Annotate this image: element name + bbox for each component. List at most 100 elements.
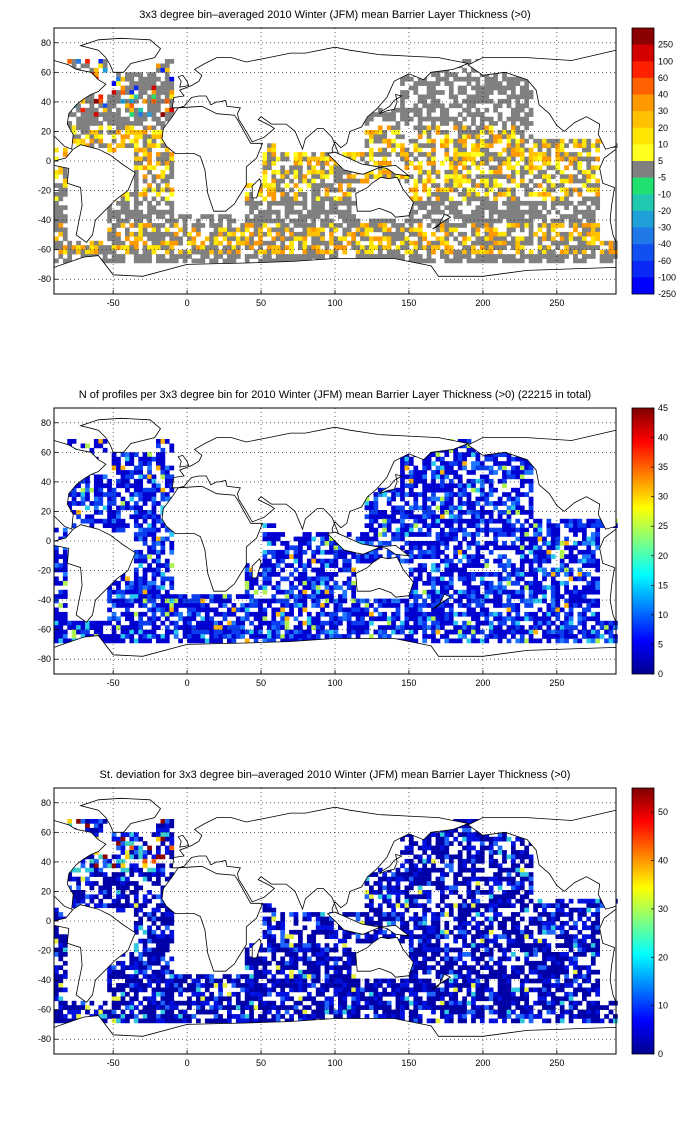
heatmap-cell — [448, 81, 454, 86]
heatmap-cell — [506, 452, 512, 458]
heatmap-cell — [395, 518, 401, 524]
heatmap-cell — [280, 231, 286, 237]
colorbar-segment — [632, 177, 654, 195]
heatmap-cell — [408, 629, 414, 635]
heatmap-cell — [306, 585, 312, 591]
heatmap-cell — [85, 98, 90, 104]
heatmap-cell — [413, 196, 419, 202]
heatmap-cell — [422, 478, 428, 484]
heatmap-cell — [417, 478, 423, 484]
heatmap-cell — [528, 134, 534, 140]
heatmap-cell — [142, 174, 148, 180]
heatmap-cell — [435, 518, 441, 524]
heatmap-cell — [404, 620, 410, 626]
heatmap-cell — [493, 138, 498, 144]
heatmap-cell — [169, 209, 175, 215]
heatmap-cell — [355, 227, 361, 233]
heatmap-cell — [519, 223, 525, 228]
heatmap-cell — [218, 227, 223, 233]
heatmap-cell — [58, 183, 64, 188]
heatmap-cell — [364, 554, 370, 560]
heatmap-cell — [93, 474, 99, 480]
heatmap-cell — [315, 549, 321, 555]
heatmap-cell — [400, 240, 405, 246]
heatmap-cell — [85, 116, 90, 122]
heatmap-cell — [546, 174, 552, 180]
heatmap-cell — [138, 165, 144, 171]
heatmap-cell — [231, 607, 237, 613]
heatmap-cell — [258, 620, 263, 626]
heatmap-cell — [129, 629, 135, 635]
heatmap-cell — [568, 231, 574, 237]
heatmap-cell — [533, 209, 538, 215]
heatmap-cell — [284, 598, 290, 604]
heatmap-cell — [448, 638, 454, 644]
heatmap-cell — [457, 598, 463, 604]
heatmap-cell — [382, 254, 388, 259]
heatmap-cell — [156, 231, 161, 237]
heatmap-cell — [289, 245, 294, 250]
heatmap-cell — [333, 629, 339, 635]
heatmap-cell — [196, 634, 201, 639]
heatmap-cell — [338, 214, 343, 219]
heatmap-cell — [440, 572, 445, 577]
heatmap-cell — [559, 156, 565, 162]
heatmap-cell — [293, 236, 299, 242]
heatmap-cell — [111, 231, 117, 237]
heatmap-cell — [564, 214, 569, 219]
heatmap-cell — [511, 174, 516, 180]
heatmap-cell — [426, 143, 432, 149]
heatmap-cell — [457, 474, 463, 480]
heatmap-cell — [453, 143, 459, 149]
heatmap-cell — [426, 196, 432, 202]
heatmap-cell — [440, 143, 445, 149]
heatmap-cell — [395, 223, 401, 228]
heatmap-cell — [515, 200, 521, 206]
heatmap-cell — [169, 465, 175, 471]
heatmap-cell — [528, 165, 534, 171]
heatmap-cell — [142, 112, 148, 117]
heatmap-cell — [408, 616, 414, 622]
heatmap-cell — [98, 125, 104, 131]
heatmap-cell — [542, 205, 547, 211]
heatmap-cell — [413, 187, 419, 193]
heatmap-cell — [475, 510, 481, 515]
heatmap-cell — [249, 192, 254, 197]
heatmap-cell — [564, 254, 569, 259]
heatmap-cell — [147, 98, 152, 104]
heatmap-cell — [479, 125, 485, 131]
heatmap-cell — [244, 218, 250, 224]
heatmap-cell — [386, 527, 392, 533]
heatmap-cell — [156, 483, 161, 489]
heatmap-cell — [440, 192, 445, 197]
heatmap-cell — [142, 249, 148, 255]
heatmap-cell — [262, 165, 268, 171]
heatmap-cell — [506, 456, 512, 462]
heatmap-cell — [249, 580, 254, 586]
heatmap-cell — [76, 510, 81, 515]
heatmap-cell — [129, 121, 135, 126]
heatmap-cell — [488, 90, 494, 95]
heatmap-cell — [515, 518, 521, 524]
heatmap-cell — [329, 209, 334, 215]
heatmap-cell — [506, 152, 512, 157]
heatmap-cell — [138, 214, 144, 219]
heatmap-cell — [298, 187, 303, 193]
heatmap-cell — [573, 187, 578, 193]
heatmap-cell — [395, 107, 401, 113]
heatmap-cell — [577, 192, 583, 197]
heatmap-cell — [506, 496, 512, 502]
heatmap-cell — [249, 611, 254, 617]
heatmap-cell — [404, 165, 410, 171]
heatmap-cell — [373, 174, 379, 180]
heatmap-cell — [116, 223, 121, 228]
heatmap-cell — [107, 501, 112, 506]
heatmap-cell — [293, 152, 299, 157]
heatmap-cell — [502, 187, 507, 193]
heatmap-cell — [89, 523, 95, 529]
heatmap-cell — [151, 227, 157, 233]
heatmap-cell — [471, 563, 476, 568]
heatmap-cell — [453, 165, 459, 171]
heatmap-cell — [426, 174, 432, 180]
heatmap-cell — [258, 209, 263, 215]
